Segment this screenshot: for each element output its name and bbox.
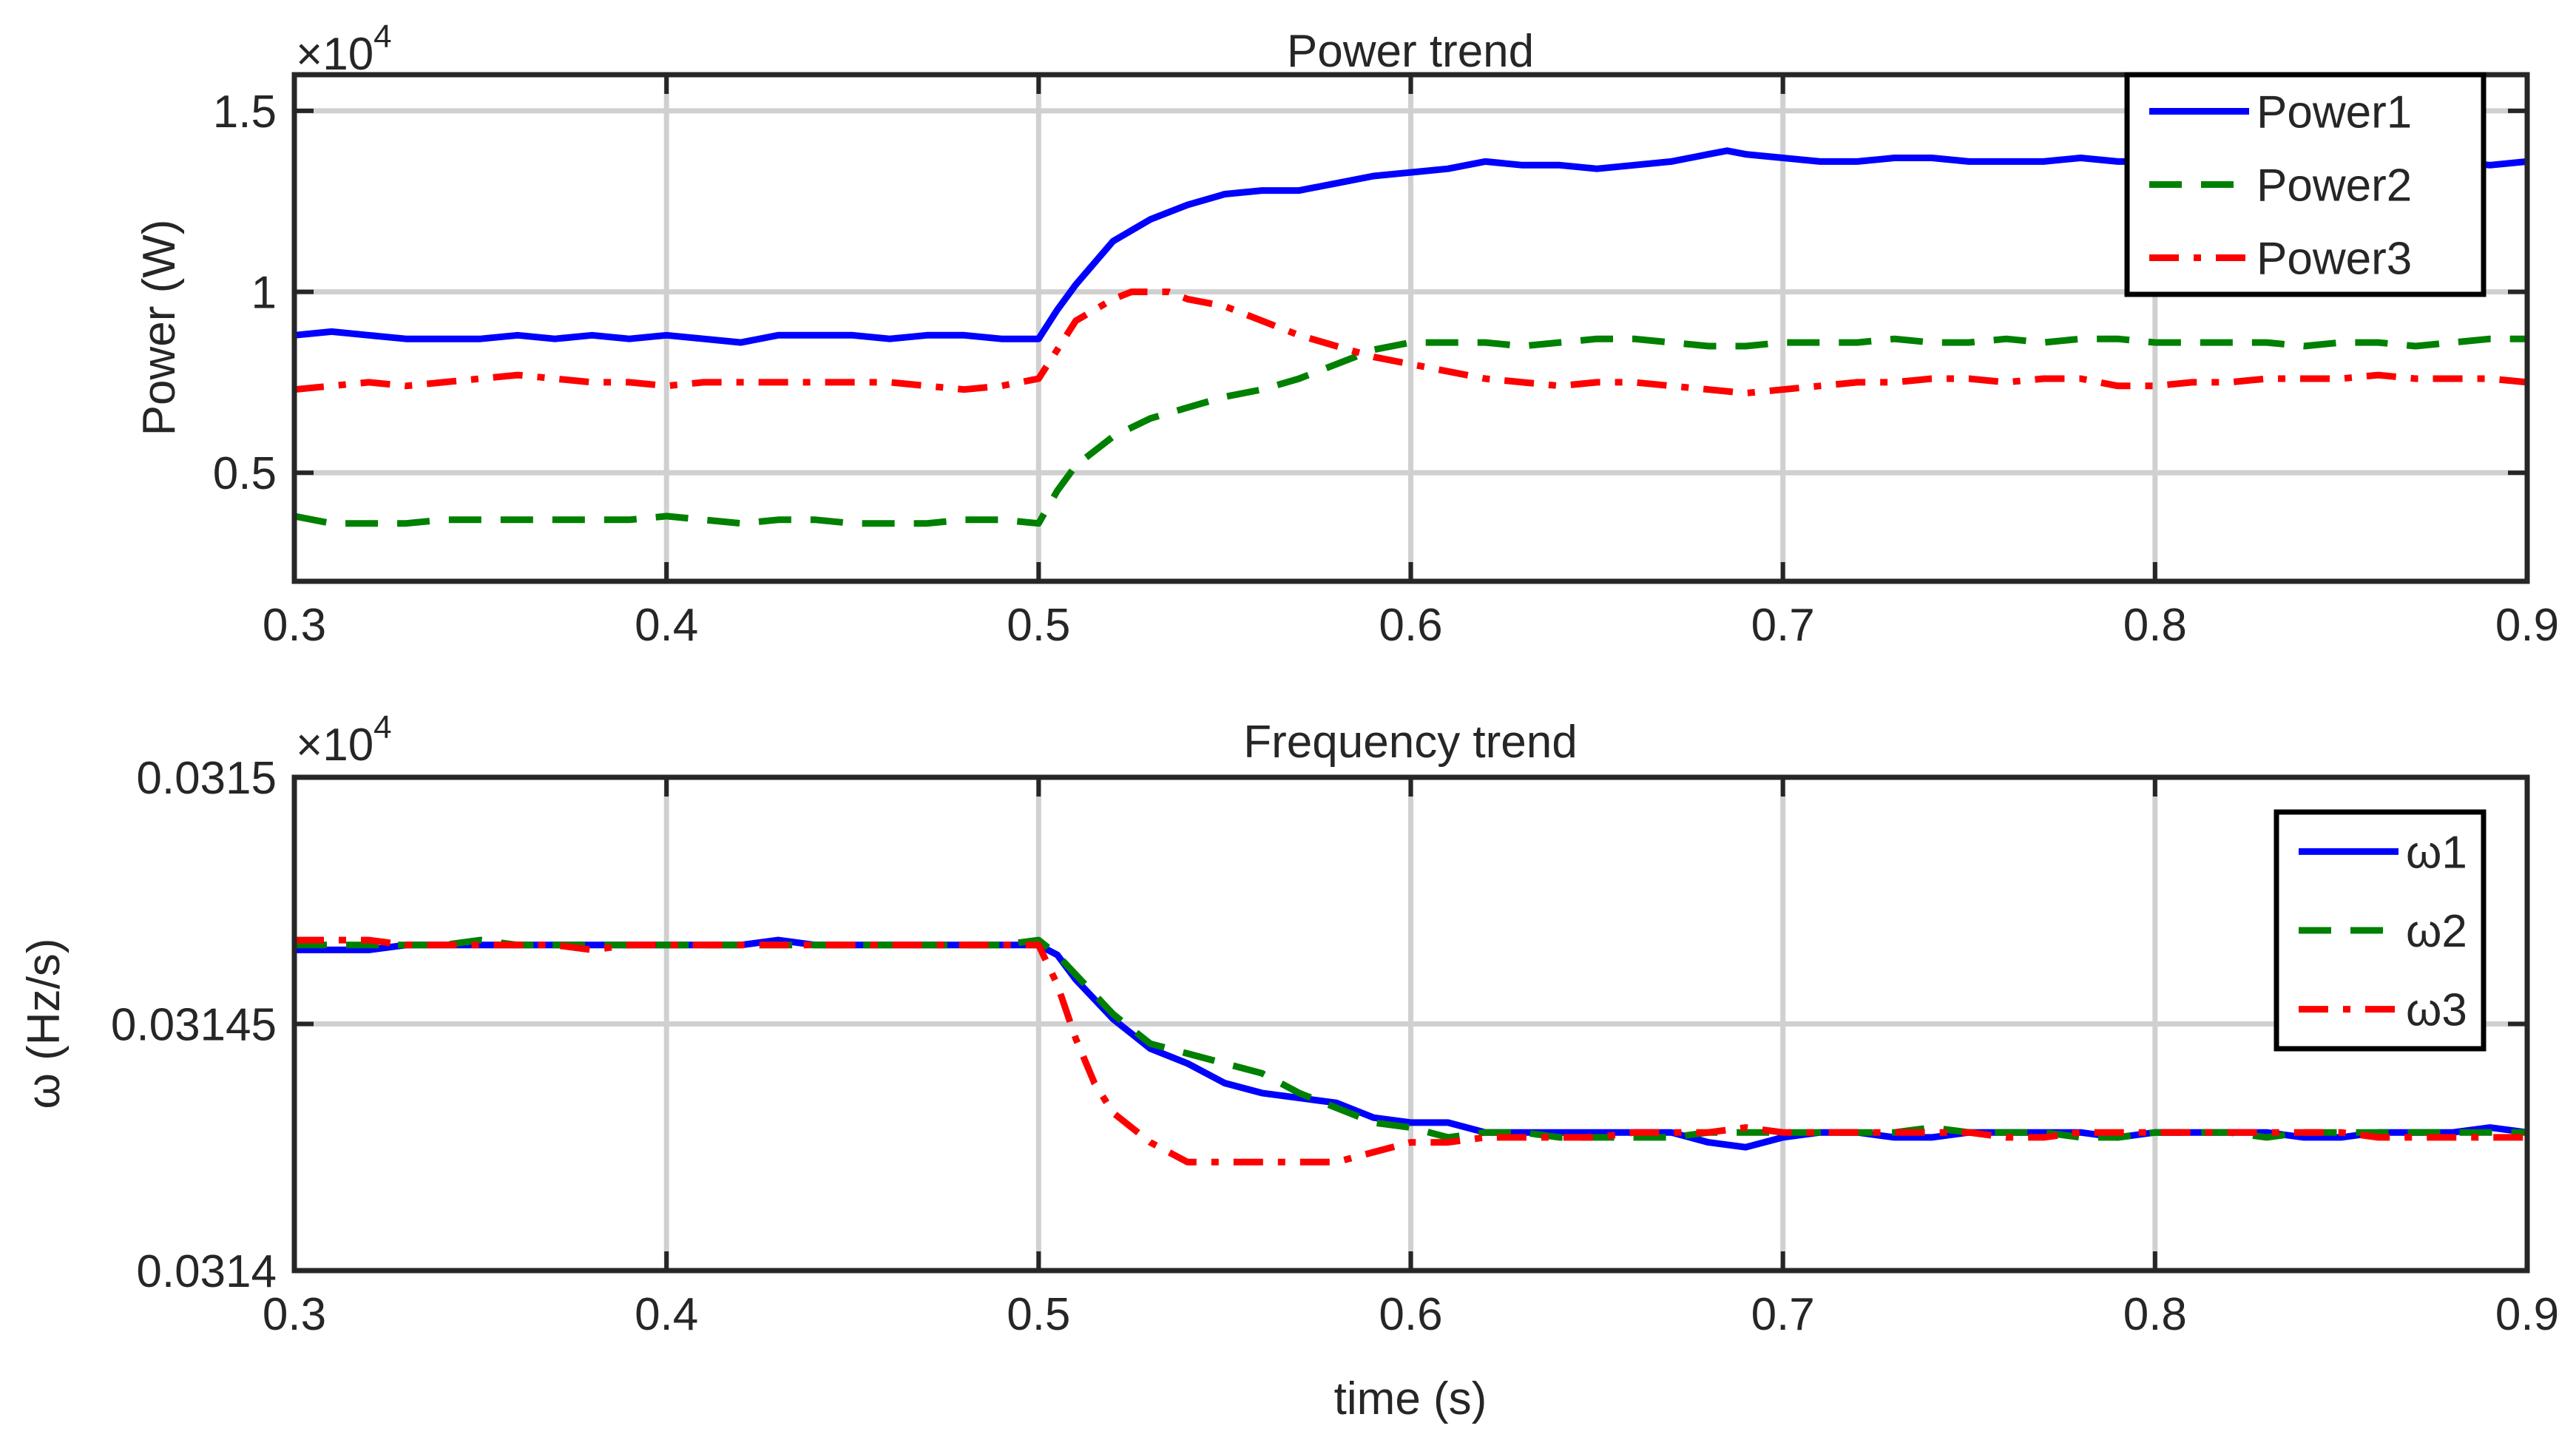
frequency-y-tick-label: 0.0314 — [136, 1246, 277, 1297]
power-x-tick-label: 0.9 — [2495, 600, 2559, 651]
power-chart-title: Power trend — [1287, 26, 1534, 77]
power-x-tick-label: 0.6 — [1379, 600, 1442, 651]
frequency-chart-title: Frequency trend — [1243, 717, 1577, 768]
power-y-tick-label: 1.5 — [213, 87, 277, 138]
power-series-line-2 — [294, 335, 2527, 527]
power-legend-label-2: Power2 — [2256, 160, 2412, 212]
frequency-series-line-3 — [294, 936, 2527, 1166]
power-x-tick-label: 0.3 — [263, 600, 326, 651]
frequency-y-tick-label: 0.0315 — [136, 753, 277, 804]
frequency-x-tick-label: 0.3 — [263, 1289, 326, 1340]
frequency-x-tick-label: 0.9 — [2495, 1289, 2559, 1340]
power-x-tick-label: 0.8 — [2123, 600, 2187, 651]
power-x-tick-label: 0.7 — [1751, 600, 1815, 651]
power-x-tick-label: 0.4 — [635, 600, 698, 651]
power-y-tick-label: 1 — [251, 268, 277, 319]
frequency-x-tick-label: 0.5 — [1007, 1289, 1070, 1340]
frequency-y-tick-label: 0.03145 — [111, 1000, 277, 1051]
frequency-x-tick-label: 0.4 — [635, 1289, 698, 1340]
power-axes-frame — [291, 72, 2530, 584]
power-ticks: 0.3 0.4 0.5 0.6 0.7 0.8 0.9 0.5 1 1.5 — [213, 75, 2559, 651]
frequency-legend-label-3: ω3 — [2406, 985, 2467, 1036]
frequency-x-tick-label: 0.6 — [1379, 1289, 1442, 1340]
power-trend-chart: 0.3 0.4 0.5 0.6 0.7 0.8 0.9 0.5 1 1.5 Power trend… — [134, 18, 2559, 651]
frequency-y-axis-label: ω (Hz/s) — [18, 939, 70, 1109]
frequency-legend-label-2: ω2 — [2406, 906, 2467, 957]
power-exponent-power: 4 — [373, 18, 391, 55]
power-exponent-label: ×104 — [296, 18, 392, 80]
power-y-axis-label: Power (W) — [134, 220, 185, 436]
frequency-exponent-base: ×10 — [296, 720, 373, 771]
frequency-series-group — [294, 936, 2528, 1166]
power-legend-label-1: Power1 — [2256, 87, 2412, 138]
power-x-tick-label: 0.5 — [1007, 600, 1070, 651]
frequency-legend-label-1: ω1 — [2406, 827, 2467, 878]
power-exponent-base: ×10 — [296, 29, 373, 80]
frequency-exponent-label: ×104 — [296, 709, 392, 771]
frequency-axes-frame — [291, 774, 2530, 1274]
frequency-trend-chart: 0.3 0.4 0.5 0.6 0.7 0.8 0.9 0.0314 0.03145 0.0315… — [18, 709, 2559, 1424]
frequency-grid — [294, 777, 2527, 1271]
frequency-legend: ω1 ω2 ω3 — [2274, 809, 2487, 1052]
frequency-x-axis-label: time (s) — [1334, 1373, 1487, 1424]
power-series-line-3 — [294, 288, 2528, 397]
power-legend: Power1 Power2 Power3 — [2124, 72, 2487, 297]
frequency-x-tick-label: 0.7 — [1751, 1289, 1815, 1340]
power-y-tick-label: 0.5 — [213, 448, 277, 499]
power-legend-label-3: Power3 — [2256, 234, 2412, 285]
frequency-exponent-power: 4 — [373, 709, 391, 745]
frequency-x-tick-label: 0.8 — [2123, 1289, 2187, 1340]
